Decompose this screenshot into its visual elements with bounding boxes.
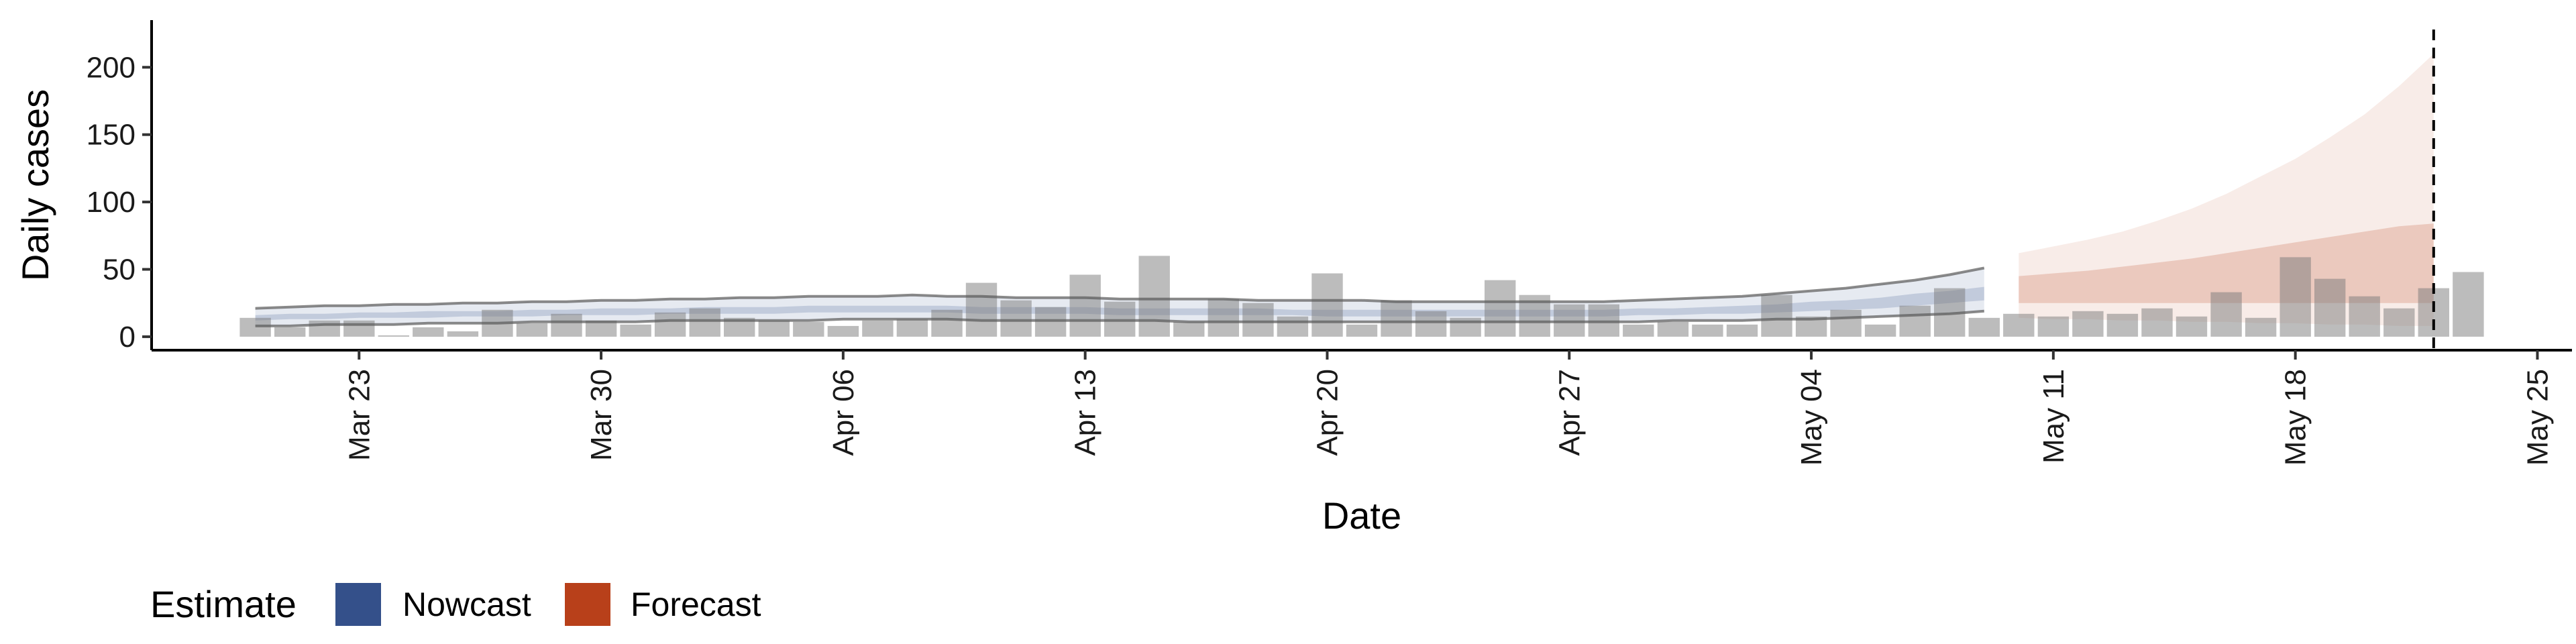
case-bar [1864, 324, 1896, 337]
x-tick-label: Mar 23 [343, 369, 376, 461]
case-bar [1485, 280, 1516, 337]
case-bar [2383, 308, 2415, 337]
case-bar [2037, 316, 2070, 337]
y-tick-label: 150 [87, 119, 136, 152]
case-bar [2141, 308, 2173, 337]
case-bar [1415, 311, 1447, 337]
nowcast-outer-band [255, 268, 1984, 326]
case-bar [1242, 303, 1274, 337]
case-bar [1830, 309, 1862, 337]
case-bar [1000, 300, 1032, 337]
case-bar [585, 320, 617, 337]
x-tick-label: Apr 27 [1553, 369, 1586, 456]
case-bar [2314, 278, 2346, 337]
case-bar [1346, 324, 1378, 337]
legend: Estimate Nowcast Forecast [150, 583, 761, 626]
x-tick-label: Mar 30 [585, 369, 618, 461]
case-bar [2210, 292, 2242, 337]
case-bar [343, 320, 375, 337]
y-axis-title: Daily cases [14, 89, 56, 281]
case-bar [793, 321, 824, 337]
x-axis-title: Date [1322, 494, 1401, 537]
case-bar [620, 324, 651, 337]
x-tick-label: Apr 06 [827, 369, 860, 456]
case-bar [274, 327, 306, 337]
legend-label-forecast: Forecast [631, 586, 761, 623]
plot-area [239, 30, 2484, 350]
case-bar [896, 319, 928, 337]
forecast-outer-band [2019, 54, 2434, 326]
case-bar [1208, 299, 1239, 337]
case-bar [689, 308, 720, 337]
case-bar [1899, 305, 1931, 337]
case-bar [413, 327, 444, 337]
case-bar [654, 312, 686, 337]
case-bar [516, 323, 548, 337]
case-bar [931, 309, 963, 337]
legend-label-nowcast: Nowcast [402, 586, 531, 623]
axes [142, 20, 2572, 360]
case-bar [309, 320, 340, 337]
legend-title: Estimate [150, 583, 297, 625]
x-tick-label: May 18 [2279, 369, 2312, 466]
x-tick-label: Apr 20 [1311, 369, 1344, 456]
case-bar [1968, 317, 2000, 337]
case-bar [1173, 321, 1205, 337]
case-bar [2453, 272, 2484, 337]
case-bar [2003, 313, 2035, 337]
case-bar [1761, 294, 1792, 337]
case-bar [1034, 307, 1067, 337]
case-bar [447, 331, 479, 337]
case-bar [862, 320, 894, 337]
case-bar [2279, 257, 2311, 337]
case-bar [1381, 300, 1412, 337]
nowcast-bound-line [255, 266, 1985, 310]
y-tick-label: 100 [87, 186, 136, 219]
case-bar [378, 335, 409, 337]
case-bar [551, 313, 582, 337]
nowcast-bound-line [255, 309, 1984, 327]
legend-swatch-forecast [565, 583, 610, 626]
case-bar [1069, 274, 1101, 337]
case-bar [965, 282, 998, 337]
x-tick-label: May 04 [1795, 369, 1828, 466]
case-bar [1277, 316, 1309, 337]
case-bar [2106, 313, 2139, 337]
case-bar [1657, 321, 1689, 337]
case-bar [2176, 316, 2208, 337]
case-bar [2245, 317, 2277, 337]
y-tick-label: 200 [87, 51, 136, 84]
x-tick-label: May 25 [2522, 369, 2555, 466]
x-tick-label: May 11 [2037, 369, 2070, 464]
nowcast-inner-band [255, 286, 1984, 321]
case-bar [1726, 324, 1758, 337]
case-bar [1692, 324, 1723, 337]
case-bar [2072, 311, 2104, 337]
case-bar [1138, 256, 1170, 337]
case-bar [758, 320, 790, 337]
case-bar [827, 325, 859, 337]
case-bar [2349, 296, 2380, 337]
x-tick-label: Apr 13 [1069, 369, 1102, 456]
y-tick-label: 0 [119, 321, 136, 354]
case-bar [1623, 324, 1654, 337]
y-tick-label: 50 [103, 254, 136, 286]
legend-swatch-nowcast [335, 583, 381, 626]
case-bar [1311, 273, 1343, 337]
